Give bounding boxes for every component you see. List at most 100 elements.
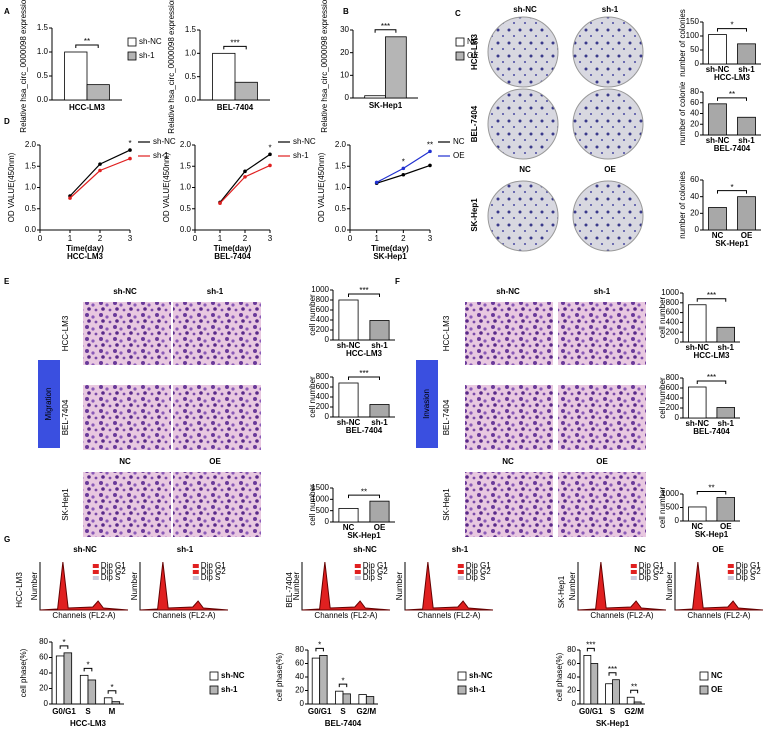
- histogram-legend-swatch: [457, 570, 464, 574]
- row-label: BEL-7404: [61, 399, 70, 435]
- y-tick-label: 80: [567, 645, 576, 654]
- panel-letter: A: [4, 7, 10, 16]
- subtitle: BEL-7404: [214, 252, 251, 261]
- y-tick-label: 20: [295, 686, 304, 695]
- column-header: sh-NC: [73, 545, 97, 554]
- y-tick-label: 60: [690, 98, 699, 107]
- row-label: SK-Hep1: [61, 488, 70, 521]
- histogram-xlabel: Channels (FL2-A): [52, 611, 115, 620]
- bar: [364, 95, 386, 99]
- y-tick-label: 600: [666, 383, 680, 392]
- significance: ***: [359, 286, 368, 295]
- bar: [338, 507, 359, 523]
- y-tick-label: 0: [695, 59, 700, 68]
- bar: [688, 304, 707, 343]
- histogram-legend: Dip G2: [201, 567, 226, 576]
- micrograph: [558, 385, 646, 450]
- row-label: BEL-7404: [285, 572, 294, 608]
- significance: *: [402, 157, 405, 166]
- bar: [86, 84, 110, 101]
- y-tick-label: 60: [39, 653, 48, 662]
- x-tick-label: S: [610, 707, 616, 716]
- significance: **: [708, 484, 714, 493]
- legend-label: sh-1: [139, 51, 155, 60]
- y-axis-label: cell number: [658, 296, 667, 338]
- histogram-ylabel: Number: [568, 571, 577, 600]
- y-tick-label: 20: [690, 119, 699, 128]
- y-tick-label: 400: [666, 318, 680, 327]
- y-tick-label: 30: [340, 25, 349, 34]
- y-tick-label: 400: [666, 393, 680, 402]
- y-axis-label: cell phase(%): [275, 652, 284, 701]
- legend-label: sh-1: [153, 151, 169, 160]
- x-tick-label: sh-NC: [706, 65, 730, 74]
- column-header: sh-1: [594, 287, 611, 296]
- bar: [55, 655, 65, 705]
- y-axis-label: Relative hsa_circ_0000098 expression: [320, 0, 329, 133]
- x-tick-label: sh-1: [738, 65, 755, 74]
- y-tick-label: 20: [567, 686, 576, 695]
- x-axis-label: SK-Hep1: [715, 239, 749, 248]
- x-tick-label: SK-Hep1: [369, 101, 403, 110]
- significance: **: [361, 487, 367, 496]
- column-header: OE: [604, 165, 616, 174]
- y-tick-label: 0.0: [335, 225, 347, 234]
- y-tick-label: 0.0: [37, 95, 49, 104]
- legend-label: sh-NC: [293, 137, 316, 146]
- column-header: sh-NC: [113, 287, 137, 296]
- histogram-legend-swatch: [354, 570, 361, 574]
- y-tick-label: 0: [44, 699, 49, 708]
- legend-swatch: [457, 671, 467, 681]
- x-axis-label: Time(day): [371, 244, 409, 253]
- side-label: Migration: [44, 388, 53, 421]
- significance: ***: [381, 22, 390, 31]
- bar: [633, 701, 642, 705]
- legend-label: sh-NC: [469, 671, 493, 680]
- x-tick-label: HCC-LM3: [69, 103, 106, 112]
- significance: ***: [707, 291, 716, 300]
- bar: [612, 679, 620, 705]
- histogram-legend-swatch: [727, 576, 734, 580]
- x-tick-label: sh-NC: [337, 418, 361, 427]
- x-tick-label: BEL-7404: [217, 103, 254, 112]
- y-tick-label: 200: [316, 325, 330, 334]
- legend-label: sh-1: [469, 685, 486, 694]
- y-tick-label: 80: [295, 645, 304, 654]
- x-tick-label: sh-1: [371, 418, 388, 427]
- x-tick-label: S: [340, 707, 346, 716]
- micrograph: [558, 472, 646, 537]
- column-header: OE: [712, 545, 724, 554]
- significance: *: [341, 676, 344, 685]
- y-axis-label: cell number: [308, 484, 317, 526]
- histogram-legend-swatch: [192, 564, 199, 568]
- y-tick-label: 1000: [661, 489, 679, 498]
- bar: [688, 386, 707, 419]
- colony-dish: [487, 16, 559, 88]
- histogram-legend-swatch: [354, 564, 361, 568]
- row-label: HCC-LM3: [15, 572, 24, 608]
- histogram-peak: [139, 561, 229, 611]
- x-tick-label: 3: [428, 234, 433, 243]
- significance: *: [730, 21, 733, 30]
- y-axis-label: number of colonie: [678, 81, 687, 145]
- micrograph: [83, 472, 171, 537]
- micrograph: [465, 385, 553, 450]
- histogram-legend: Dip S: [201, 573, 221, 582]
- y-tick-label: 1.0: [180, 183, 192, 192]
- y-axis-label: cell number: [658, 486, 667, 528]
- x-tick-label: NC: [712, 231, 724, 240]
- bar: [103, 697, 113, 705]
- histogram-legend-swatch: [92, 564, 99, 568]
- x-tick-label: G2/M: [357, 707, 377, 716]
- y-tick-label: 1.0: [37, 47, 49, 56]
- x-axis-label: BEL-7404: [346, 426, 383, 435]
- significance-bracket: [83, 667, 93, 672]
- bar: [319, 655, 328, 705]
- bar: [737, 43, 756, 65]
- panel-letter: B: [343, 7, 349, 16]
- bar: [212, 52, 236, 101]
- y-axis-label: Relative hsa_circ_0000098 expression: [167, 0, 176, 134]
- histogram-legend-swatch: [727, 570, 734, 574]
- column-header: sh-1: [452, 545, 469, 554]
- micrograph: [465, 302, 553, 365]
